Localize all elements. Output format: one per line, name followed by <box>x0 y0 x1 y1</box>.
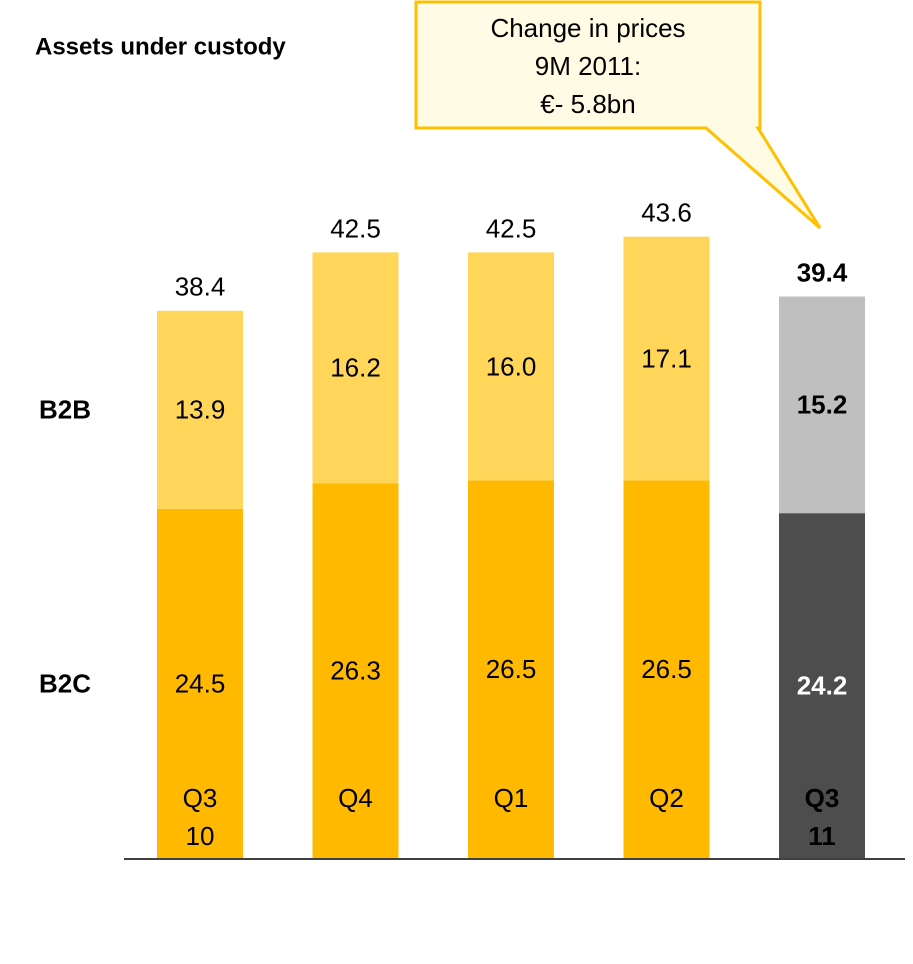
value-label: 26.5 <box>641 654 692 684</box>
value-label: 24.2 <box>797 670 848 700</box>
x-tick-label: Q2 <box>649 783 684 813</box>
value-label: 24.5 <box>175 668 226 698</box>
total-label: 42.5 <box>486 213 537 243</box>
chart-title: Assets under custody <box>35 33 286 60</box>
callout-text: Change in prices <box>490 13 685 43</box>
total-label: 43.6 <box>641 198 692 228</box>
x-tick-label: Q3 10 <box>183 783 218 851</box>
x-tick-label: Q1 <box>494 783 529 813</box>
value-label: 15.2 <box>797 390 848 420</box>
bar-segment <box>468 252 554 481</box>
x-tick-label: Q4 <box>338 783 373 813</box>
x-tick-label: Q3 11 <box>805 783 840 851</box>
value-label: 26.5 <box>486 654 537 684</box>
bar-segment <box>157 508 243 858</box>
value-label: 16.0 <box>486 351 537 381</box>
callout-text: €- 5.8bn <box>540 89 635 119</box>
bar-segment <box>468 480 554 858</box>
value-label: 17.1 <box>641 343 692 373</box>
callout-text: 9M 2011: <box>535 51 641 81</box>
value-label: 13.9 <box>175 395 226 425</box>
value-label: 26.3 <box>330 655 381 685</box>
value-label: 16.2 <box>330 353 381 383</box>
bar-segment <box>623 236 710 481</box>
bar-segment <box>779 296 865 514</box>
bar-segment <box>312 252 399 484</box>
series-label: B2B <box>39 395 91 425</box>
series-label: B2C <box>39 668 91 698</box>
bar-segment <box>623 480 710 858</box>
total-label: 42.5 <box>330 213 381 243</box>
bar-segment <box>157 310 243 509</box>
callout <box>414 0 822 230</box>
bar-segment <box>779 513 865 858</box>
total-label: 39.4 <box>797 257 848 287</box>
bar-segment <box>312 483 399 858</box>
total-label: 38.4 <box>175 272 226 302</box>
